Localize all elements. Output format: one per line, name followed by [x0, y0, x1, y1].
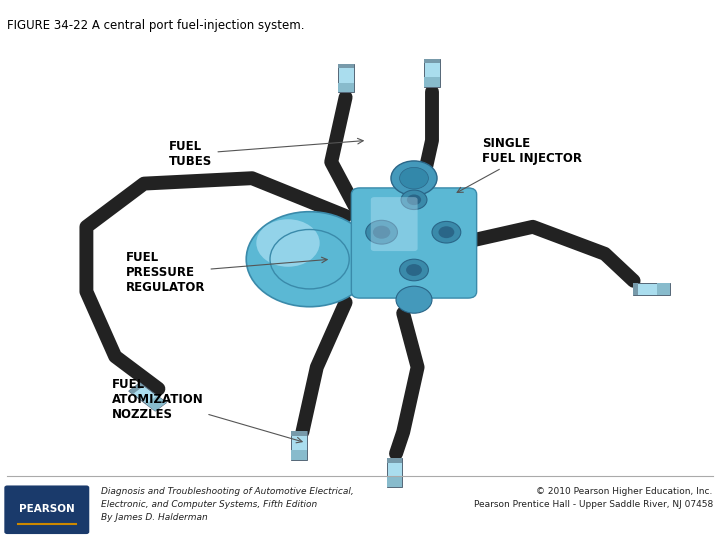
Circle shape [366, 220, 397, 244]
Circle shape [373, 226, 390, 239]
FancyBboxPatch shape [351, 188, 477, 298]
Bar [291, 431, 307, 460]
Circle shape [400, 259, 428, 281]
Text: FUEL
TUBES: FUEL TUBES [169, 138, 363, 168]
Circle shape [396, 286, 432, 313]
Circle shape [406, 264, 422, 276]
Text: © 2010 Pearson Higher Education, Inc.: © 2010 Pearson Higher Education, Inc. [536, 487, 713, 496]
Bar [338, 64, 354, 69]
FancyBboxPatch shape [371, 197, 418, 251]
Text: By James D. Halderman: By James D. Halderman [101, 513, 207, 522]
Bar [291, 450, 307, 460]
Bar [338, 64, 354, 92]
Bar [424, 59, 440, 63]
Circle shape [400, 167, 428, 189]
Bar [387, 458, 402, 487]
Bar [129, 383, 166, 411]
Bar [291, 431, 307, 436]
Bar [424, 77, 440, 87]
Circle shape [391, 161, 437, 195]
Text: FIGURE 34-22 A central port fuel-injection system.: FIGURE 34-22 A central port fuel-injecti… [7, 19, 305, 32]
Bar [338, 83, 354, 92]
FancyBboxPatch shape [4, 485, 89, 534]
Text: SINGLE
FUEL INJECTOR: SINGLE FUEL INJECTOR [457, 137, 582, 192]
Bar [387, 458, 402, 463]
Circle shape [256, 219, 320, 267]
Text: Diagnosis and Troubleshooting of Automotive Electrical,: Diagnosis and Troubleshooting of Automot… [101, 487, 354, 496]
Bar [146, 396, 166, 411]
Bar [387, 477, 402, 487]
Text: FUEL
ATOMIZATION
NOZZLES: FUEL ATOMIZATION NOZZLES [112, 378, 302, 443]
Bar [424, 59, 440, 87]
Text: FUEL
PRESSURE
REGULATOR: FUEL PRESSURE REGULATOR [126, 251, 327, 294]
Bar [633, 283, 670, 295]
Circle shape [432, 221, 461, 243]
Text: Electronic, and Computer Systems, Fifth Edition: Electronic, and Computer Systems, Fifth … [101, 500, 317, 509]
Circle shape [407, 194, 421, 205]
Bar [129, 383, 144, 394]
Text: Pearson Prentice Hall - Upper Saddle River, NJ 07458: Pearson Prentice Hall - Upper Saddle Riv… [474, 500, 713, 509]
Circle shape [438, 226, 454, 238]
Circle shape [246, 212, 373, 307]
Text: PEARSON: PEARSON [19, 504, 75, 514]
Bar [657, 283, 670, 295]
Bar [633, 283, 639, 295]
Circle shape [401, 190, 427, 210]
